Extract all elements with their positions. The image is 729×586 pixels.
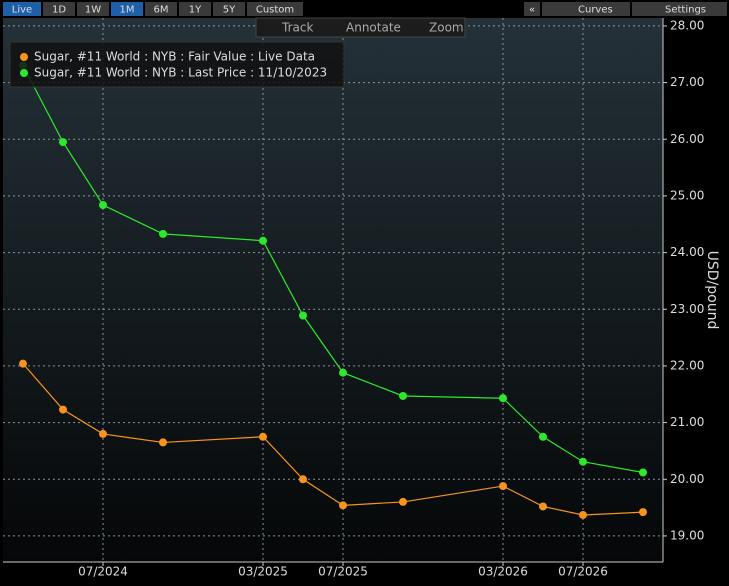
legend-box <box>9 41 345 88</box>
y-tick-label: 22.00 <box>670 358 704 372</box>
series-line <box>22 363 644 516</box>
data-point <box>579 510 587 519</box>
data-point <box>339 501 347 510</box>
x-tick-label: 07/2024 <box>78 565 128 579</box>
data-point <box>99 201 107 209</box>
data-point <box>259 432 267 441</box>
data-point <box>59 405 67 414</box>
curves-label[interactable]: Curves <box>578 5 613 16</box>
tool-button[interactable]: Track <box>281 21 313 35</box>
data-point <box>299 475 307 484</box>
range-button[interactable] <box>3 2 41 16</box>
range-button-label[interactable]: 1M <box>120 5 135 16</box>
x-tick-label: 03/2025 <box>238 565 288 579</box>
data-point <box>499 482 507 491</box>
tool-bar <box>255 17 466 38</box>
range-button-label[interactable]: Live <box>12 5 32 16</box>
y-tick-label: 20.00 <box>670 472 704 486</box>
data-point <box>99 429 107 438</box>
y-tick-label: 23.00 <box>670 302 704 316</box>
y-axis-label: USD/pound <box>704 251 720 330</box>
data-point <box>399 497 407 506</box>
data-point <box>539 502 547 511</box>
data-point <box>639 468 647 477</box>
plot-area <box>3 18 663 562</box>
range-button[interactable] <box>179 2 211 16</box>
data-point <box>159 229 167 238</box>
curves-button[interactable] <box>542 2 630 16</box>
range-button[interactable] <box>213 2 245 16</box>
range-button-label[interactable]: 6M <box>154 5 169 16</box>
settings-button[interactable] <box>632 2 727 16</box>
y-tick-label: 27.00 <box>670 75 704 89</box>
y-tick-label: 21.00 <box>670 415 704 429</box>
y-tick-label: 25.00 <box>670 188 704 202</box>
y-tick-label: 24.00 <box>670 245 704 259</box>
tool-button[interactable]: Zoom <box>429 21 464 35</box>
data-point <box>499 394 507 403</box>
data-point <box>639 508 647 517</box>
data-point <box>399 391 407 400</box>
series-line <box>22 65 644 474</box>
legend-label: Sugar, #11 World : NYB : Last Price : 11… <box>34 66 327 80</box>
range-button-label[interactable]: Custom <box>256 5 294 16</box>
data-point <box>299 311 307 320</box>
tool-button[interactable]: Annotate <box>346 21 401 35</box>
range-button[interactable] <box>247 2 303 16</box>
range-button-label[interactable]: 1D <box>52 5 66 16</box>
x-tick-label: 07/2026 <box>558 565 608 579</box>
y-tick-label: 26.00 <box>670 132 704 146</box>
collapse-button[interactable] <box>524 2 540 16</box>
y-tick-label: 28.00 <box>670 18 704 32</box>
x-tick-label: 03/2026 <box>478 565 528 579</box>
range-button[interactable] <box>145 2 177 16</box>
legend-label: Sugar, #11 World : NYB : Fair Value : Li… <box>34 50 315 64</box>
x-tick-label: 07/2025 <box>318 565 368 579</box>
data-point <box>59 138 67 147</box>
range-button-label[interactable]: 1Y <box>189 5 202 16</box>
range-button[interactable] <box>111 2 143 16</box>
data-point <box>19 359 27 368</box>
data-point <box>579 457 587 466</box>
data-point <box>339 368 347 377</box>
range-button[interactable] <box>43 2 75 16</box>
collapse-label[interactable]: « <box>529 5 535 16</box>
range-button-label[interactable]: 1W <box>85 5 101 16</box>
y-tick-label: 19.00 <box>670 528 704 542</box>
data-point <box>159 438 167 447</box>
data-point <box>259 236 267 245</box>
legend-marker <box>20 53 28 61</box>
data-point <box>539 432 547 441</box>
settings-label[interactable]: Settings <box>665 5 706 16</box>
legend-marker <box>20 69 28 77</box>
range-button-label[interactable]: 5Y <box>223 5 236 16</box>
range-button[interactable] <box>77 2 109 16</box>
